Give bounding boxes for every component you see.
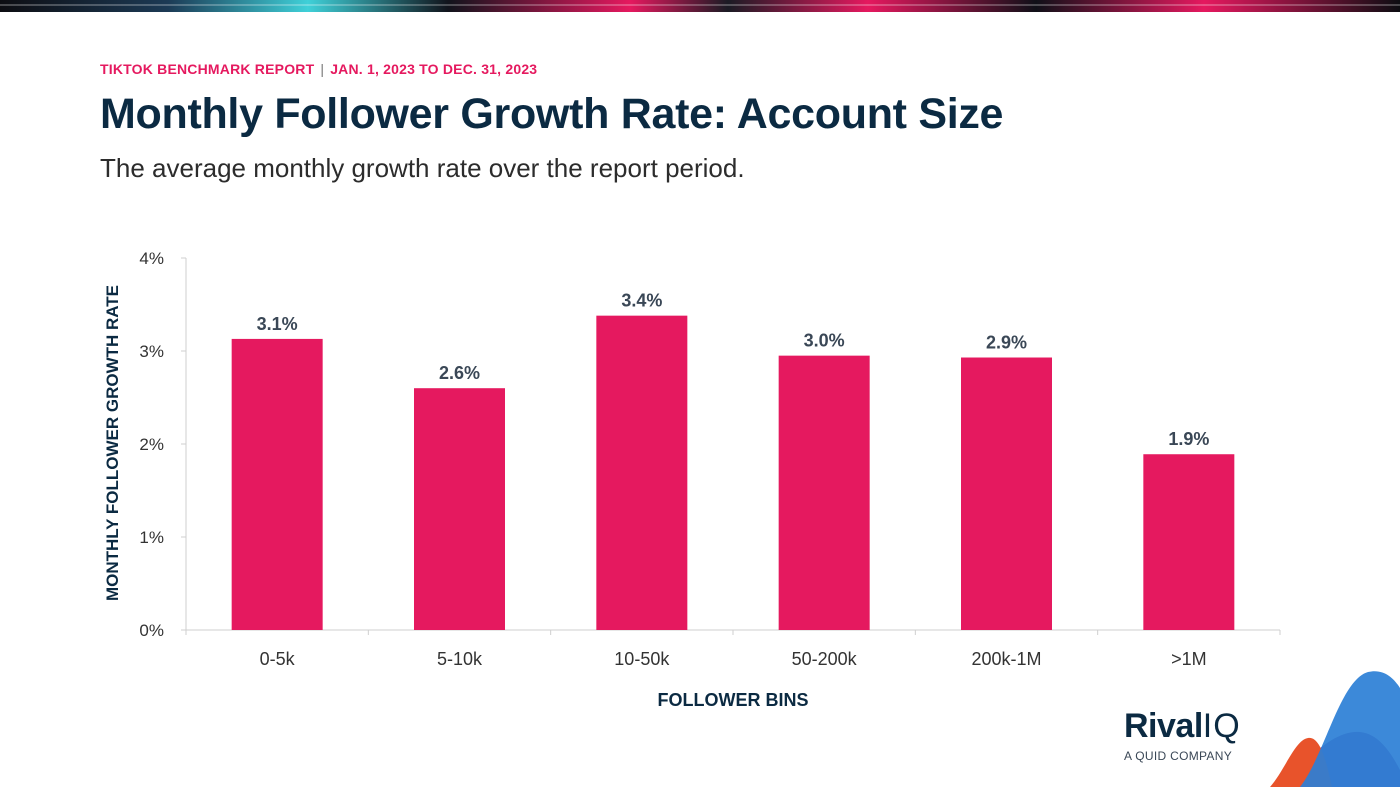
x-tick-label: 5-10k [437, 649, 483, 669]
corner-wave-art [1270, 671, 1400, 787]
y-axis-title: MONTHLY FOLLOWER GROWTH RATE [103, 285, 122, 601]
report-header: TIKTOK BENCHMARK REPORT | JAN. 1, 2023 TO … [100, 61, 537, 77]
data-label: 2.6% [439, 363, 480, 383]
brand-wordmark-suffix: IQ [1202, 707, 1241, 745]
bars [231, 315, 1235, 630]
x-tick-label: 50-200k [792, 649, 858, 669]
chart-title: Monthly Follower Growth Rate: Account Si… [100, 90, 1004, 138]
chart-subtitle: The average monthly growth rate over the… [100, 153, 745, 183]
y-tick-label: 0% [139, 621, 164, 640]
y-tick-label: 1% [139, 528, 164, 547]
bar [1143, 454, 1235, 630]
data-label: 3.1% [257, 314, 298, 334]
report-separator: | [320, 61, 325, 77]
bar [596, 315, 688, 630]
data-label: 1.9% [1168, 429, 1209, 449]
y-axis-ticks: 0% 1% 2% 3% 4% [139, 249, 186, 640]
data-label: 3.4% [621, 291, 662, 311]
blue-wave-shape [1300, 671, 1400, 787]
bar [231, 338, 323, 630]
x-tick-label: 0-5k [260, 649, 296, 669]
y-tick-label: 4% [139, 249, 164, 268]
brand-wordmark-main: Rival [1124, 707, 1203, 745]
report-name: TIKTOK BENCHMARK REPORT [100, 61, 315, 77]
x-tick-label: 200k-1M [971, 649, 1041, 669]
y-tick-label: 2% [139, 435, 164, 454]
data-label: 3.0% [804, 331, 845, 351]
y-tick-label: 3% [139, 342, 164, 361]
x-axis-ticks: 0-5k 5-10k 10-50k 50-200k 200k-1M >1M [185, 630, 1281, 669]
report-period: JAN. 1, 2023 TO DEC. 31, 2023 [330, 61, 538, 77]
bar [961, 357, 1052, 630]
bar [778, 355, 870, 630]
brand-logo: RivalIQ [1124, 707, 1241, 746]
axes [185, 258, 1280, 631]
bar [414, 388, 505, 630]
x-tick-label: >1M [1171, 649, 1207, 669]
data-label: 2.9% [986, 333, 1027, 353]
top-decorative-band [0, 0, 1400, 12]
brand-tagline: A QUID COMPANY [1124, 749, 1232, 763]
y-axis-title-group: MONTHLY FOLLOWER GROWTH RATE [103, 285, 122, 601]
x-tick-label: 10-50k [614, 649, 670, 669]
data-labels: 3.1% 2.6% 3.4% 3.0% 2.9% 1.9% [257, 291, 1210, 450]
x-axis-title: FOLLOWER BINS [658, 690, 809, 710]
